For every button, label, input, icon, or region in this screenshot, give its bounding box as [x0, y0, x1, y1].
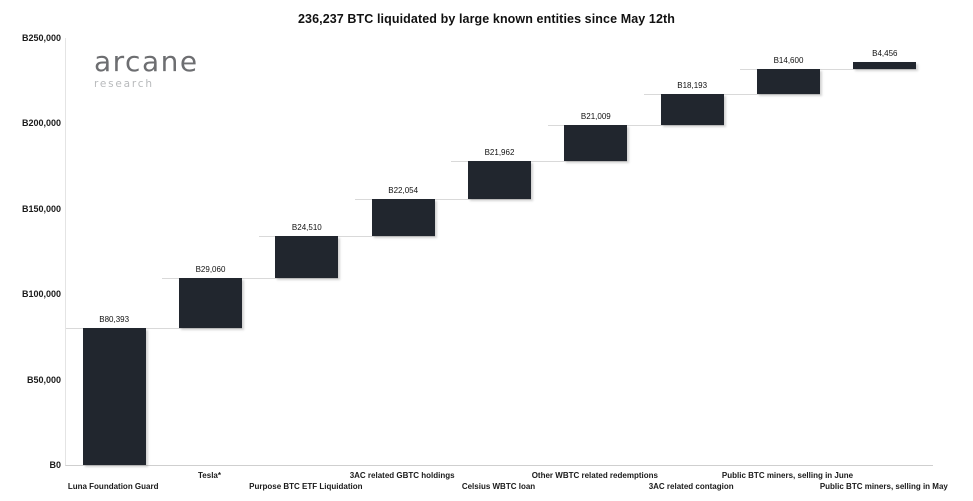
bar-value-label: B14,600 — [773, 56, 804, 66]
x-category-label: Public BTC miners, selling in May — [819, 482, 948, 491]
waterfall-connector-line — [355, 198, 531, 200]
logo-subtitle: research — [94, 78, 154, 90]
bar-value-label: B29,060 — [195, 265, 226, 275]
y-tick-label: B0 — [49, 460, 61, 470]
logo-wordmark: arcane — [94, 45, 199, 78]
waterfall-bar — [468, 161, 531, 199]
waterfall-connector-line — [451, 161, 628, 162]
y-tick-label: B200,000 — [21, 118, 61, 129]
x-category-label: Other WBTC related redemptions — [531, 471, 658, 480]
x-category-label: Luna Foundation Guard — [67, 482, 159, 491]
waterfall-bar — [275, 236, 339, 279]
y-tick-label: B250,000 — [21, 33, 61, 43]
waterfall-bar — [853, 61, 917, 70]
chart-title: 236,237 BTC liquidated by large known en… — [297, 12, 676, 26]
waterfall-bar — [179, 278, 242, 328]
bar-value-label: B80,393 — [99, 314, 130, 324]
x-category-label: Purpose BTC ETF Liquidation — [249, 482, 363, 491]
arcane-research-logo: arcane research — [94, 48, 199, 90]
bar-value-label: B22,054 — [388, 185, 419, 195]
x-category-label: Celsius WBTC loan — [461, 482, 536, 491]
y-tick-label: B150,000 — [21, 203, 61, 214]
waterfall-connector-line — [162, 278, 339, 280]
bar-value-label: B21,962 — [484, 148, 515, 157]
x-category-label: Public BTC miners, selling in June — [721, 471, 854, 480]
waterfall-bar — [660, 94, 724, 126]
waterfall-bar — [82, 327, 146, 465]
bar-value-label: B24,510 — [291, 223, 322, 233]
waterfall-connector-line — [547, 125, 724, 127]
plot-area: B80,393 B29,060 B24,510 B22,054 B21,962 B21,0… — [65, 38, 933, 466]
waterfall-bar — [757, 69, 820, 95]
x-category-label: 3AC related contagion — [648, 482, 734, 491]
y-tick-label: B100,000 — [21, 289, 61, 300]
bar-value-label: B4,456 — [872, 48, 898, 58]
waterfall-connector-line — [740, 69, 917, 71]
waterfall-connector-line — [258, 236, 435, 238]
waterfall-bar — [371, 198, 435, 237]
waterfall-bar — [564, 125, 628, 161]
waterfall-connector-line — [644, 94, 820, 96]
bar-value-label: B21,009 — [580, 112, 611, 122]
waterfall-connector-line — [66, 327, 242, 329]
x-category-label: 3AC related GBTC holdings — [349, 471, 455, 480]
bar-value-label: B18,193 — [677, 81, 708, 91]
x-category-label: Tesla* — [198, 471, 221, 480]
y-tick-label: B50,000 — [26, 374, 61, 385]
